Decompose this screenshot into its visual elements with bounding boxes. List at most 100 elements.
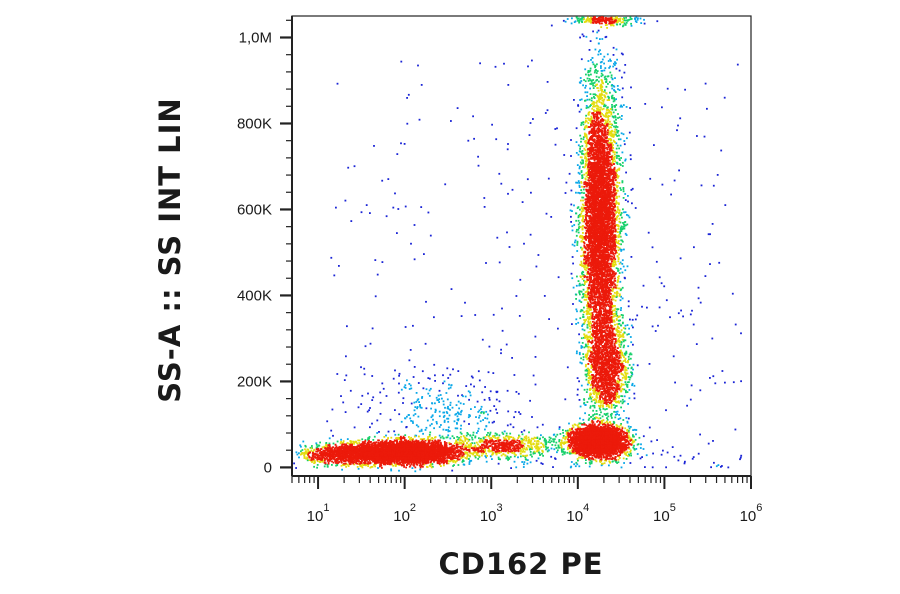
event-dot bbox=[635, 20, 637, 22]
event-dot bbox=[630, 158, 632, 160]
event-dot bbox=[737, 64, 739, 66]
event-dot bbox=[507, 390, 509, 392]
event-dot bbox=[485, 441, 487, 443]
event-dot bbox=[595, 309, 597, 311]
event-dot bbox=[581, 18, 583, 20]
event-dot bbox=[606, 112, 608, 114]
event-dot bbox=[621, 329, 623, 331]
event-dot bbox=[434, 411, 436, 413]
event-dot bbox=[586, 105, 588, 107]
event-dot bbox=[589, 325, 591, 327]
event-dot bbox=[530, 122, 532, 124]
event-dot bbox=[388, 431, 390, 433]
event-dot bbox=[618, 395, 620, 397]
event-dot bbox=[598, 401, 600, 403]
event-dot bbox=[580, 189, 582, 191]
event-dot bbox=[690, 399, 692, 401]
event-dot bbox=[489, 399, 491, 401]
event-dot bbox=[682, 316, 684, 318]
event-dot bbox=[440, 424, 442, 426]
event-dot bbox=[607, 99, 609, 101]
event-dot bbox=[363, 464, 365, 466]
event-dot bbox=[581, 345, 583, 347]
event-dot bbox=[447, 418, 449, 420]
event-dot bbox=[445, 461, 447, 463]
event-dot bbox=[617, 145, 619, 147]
event-dot bbox=[572, 230, 574, 232]
event-dot bbox=[593, 381, 595, 383]
event-dot bbox=[616, 291, 618, 293]
event-dot bbox=[342, 402, 344, 404]
event-dot bbox=[429, 465, 431, 467]
event-dot bbox=[598, 418, 600, 420]
event-dot bbox=[578, 22, 580, 24]
event-dot bbox=[577, 460, 579, 462]
event-dot bbox=[632, 327, 634, 329]
event-dot bbox=[512, 437, 514, 439]
event-dot bbox=[480, 412, 482, 414]
event-dot bbox=[611, 458, 613, 460]
event-dot bbox=[377, 467, 379, 469]
event-dot bbox=[597, 316, 599, 318]
event-dot bbox=[555, 144, 557, 146]
event-dot bbox=[586, 121, 588, 123]
event-dot bbox=[608, 401, 610, 403]
event-dot bbox=[335, 444, 337, 446]
event-dot bbox=[338, 265, 340, 267]
event-dot bbox=[579, 215, 581, 217]
event-dot bbox=[616, 219, 618, 221]
event-dot bbox=[617, 347, 619, 349]
event-dot bbox=[488, 436, 490, 438]
event-dot bbox=[601, 88, 603, 90]
event-dot bbox=[549, 437, 551, 439]
plot-frame bbox=[292, 16, 751, 476]
event-dot bbox=[710, 466, 712, 468]
event-dot bbox=[507, 148, 509, 150]
event-dot bbox=[360, 403, 362, 405]
event-dot bbox=[589, 396, 591, 398]
event-dot bbox=[457, 415, 459, 417]
event-dot bbox=[680, 310, 682, 312]
event-dot bbox=[661, 106, 663, 108]
event-dot bbox=[591, 103, 593, 105]
event-dot bbox=[611, 88, 613, 90]
event-dot bbox=[646, 454, 648, 456]
event-dot bbox=[571, 277, 573, 279]
event-dot bbox=[740, 455, 742, 457]
event-dot bbox=[615, 109, 617, 111]
event-dot bbox=[492, 446, 494, 448]
event-dot bbox=[612, 347, 614, 349]
event-dot bbox=[587, 352, 589, 354]
event-dot bbox=[595, 121, 597, 123]
event-dot bbox=[606, 81, 608, 83]
event-dot bbox=[601, 16, 603, 18]
event-dot bbox=[598, 30, 600, 32]
event-dot bbox=[526, 455, 528, 457]
event-dot bbox=[492, 452, 494, 454]
event-dot bbox=[614, 394, 616, 396]
event-dot bbox=[590, 40, 592, 42]
event-dot bbox=[691, 310, 693, 312]
event-dot bbox=[620, 391, 622, 393]
event-dot bbox=[507, 452, 509, 454]
event-dot bbox=[607, 399, 609, 401]
event-dot bbox=[489, 440, 491, 442]
event-dot bbox=[414, 258, 416, 260]
event-dot bbox=[552, 466, 554, 468]
event-dot bbox=[491, 458, 493, 460]
event-dot bbox=[711, 338, 713, 340]
event-dot bbox=[596, 72, 598, 74]
event-dot bbox=[587, 78, 589, 80]
event-dot bbox=[577, 377, 579, 379]
event-dot bbox=[600, 65, 602, 67]
event-dot bbox=[615, 389, 617, 391]
event-dot bbox=[372, 396, 374, 398]
event-dot bbox=[620, 214, 622, 216]
event-dot bbox=[303, 455, 305, 457]
event-dot bbox=[587, 303, 589, 305]
event-dot bbox=[621, 314, 623, 316]
event-dot bbox=[461, 443, 463, 445]
event-dot bbox=[381, 180, 383, 182]
event-dot bbox=[418, 436, 420, 438]
event-dot bbox=[625, 358, 627, 360]
